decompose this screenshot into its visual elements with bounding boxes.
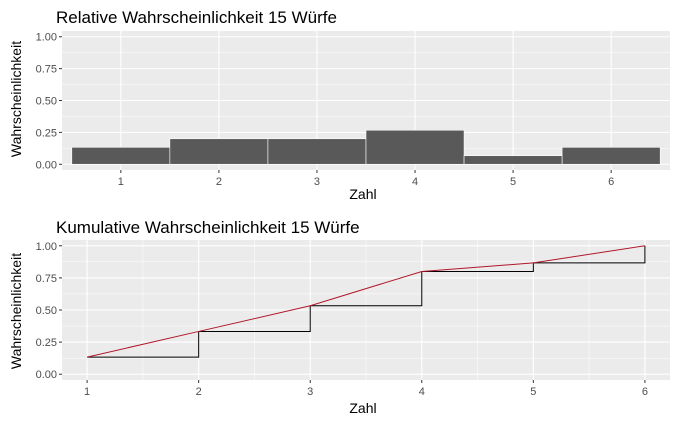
x-tick-label: 5 (530, 386, 536, 398)
bar-2 (169, 138, 269, 165)
relative-chart-x-axis: 1 2 3 4 5 6 (118, 170, 614, 188)
cumulative-line (86, 245, 645, 358)
cumulative-chart-title: Kumulative Wahrscheinlichkeit 15 Würfe (56, 218, 360, 237)
bar-5 (463, 155, 563, 165)
relative-chart: Relative Wahrscheinlichkeit 15 Würfe 0.0… (8, 8, 670, 202)
x-tick-label: 1 (118, 176, 124, 188)
y-tick-label: 0.00 (36, 369, 57, 381)
relative-chart-x-title: Zahl (349, 186, 376, 202)
cumulative-chart-grid (62, 240, 670, 380)
cumulative-chart-x-title: Zahl (349, 400, 376, 416)
y-tick-label: 1.00 (36, 32, 57, 44)
x-tick-label: 5 (510, 176, 516, 188)
cumulative-chart-y-axis: 0.00 0.25 0.50 0.75 1.00 (36, 241, 62, 381)
x-tick-label: 2 (216, 176, 222, 188)
relative-chart-y-title: Wahrscheinlichkeit (8, 41, 24, 157)
step-line (87, 245, 646, 358)
y-tick-label: 1.00 (36, 241, 57, 253)
y-tick-label: 0.00 (36, 159, 57, 171)
y-tick-label: 0.50 (36, 305, 57, 317)
bar-3 (267, 138, 367, 165)
cumulative-chart-lines (86, 245, 646, 358)
cumulative-chart-y-title: Wahrscheinlichkeit (8, 253, 24, 369)
x-tick-label: 1 (84, 386, 90, 398)
relative-chart-bars (71, 129, 661, 165)
x-tick-label: 3 (307, 386, 313, 398)
x-tick-label: 3 (314, 176, 320, 188)
x-tick-label: 4 (419, 386, 425, 398)
cumulative-chart: Kumulative Wahrscheinlichkeit 15 Würfe 0… (8, 218, 670, 416)
y-tick-label: 0.25 (36, 337, 57, 349)
cumulative-chart-x-axis: 1 2 3 4 5 6 (84, 380, 648, 398)
relative-chart-y-axis: 0.00 0.25 0.50 0.75 1.00 (36, 32, 62, 171)
y-tick-label: 0.75 (36, 64, 57, 76)
x-tick-label: 2 (196, 386, 202, 398)
relative-chart-title: Relative Wahrscheinlichkeit 15 Würfe (56, 8, 337, 27)
x-tick-label: 4 (412, 176, 418, 188)
bar-4 (365, 129, 465, 165)
y-tick-label: 0.50 (36, 96, 57, 108)
x-tick-label: 6 (642, 386, 648, 398)
bar-1 (71, 147, 171, 165)
y-tick-label: 0.25 (36, 127, 57, 139)
y-tick-label: 0.75 (36, 273, 57, 285)
bar-6 (561, 147, 661, 165)
x-tick-label: 6 (608, 176, 614, 188)
